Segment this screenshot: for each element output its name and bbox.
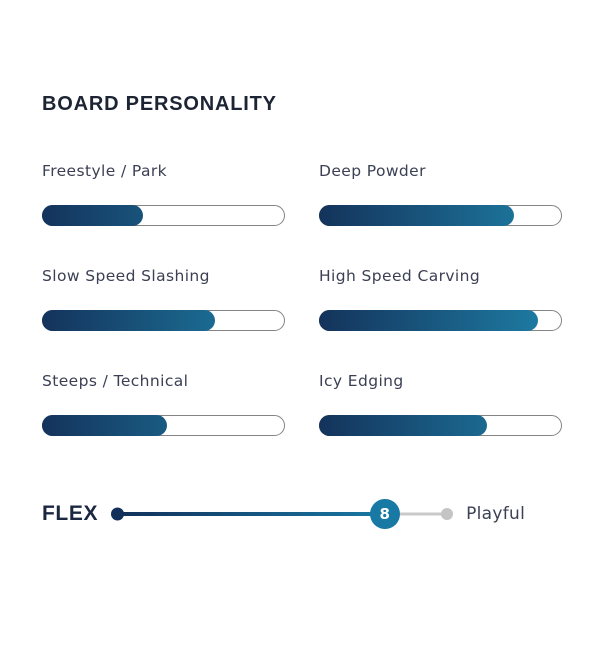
trait-progress-fill [319,205,514,226]
flex-label: FLEX [42,502,99,525]
slider-remaining-line [384,512,448,516]
flex-section: FLEX 8 Playful [42,497,562,531]
trait-progress-track [42,310,285,331]
trait-progress-fill [319,415,488,436]
trait-item: Steeps / Technical [42,372,285,436]
trait-item: Freestyle / Park [42,162,285,226]
traits-grid: Freestyle / Park Deep Powder Slow Speed … [42,162,562,436]
flex-slider-knob[interactable]: 8 [369,499,400,529]
trait-label: Steeps / Technical [42,372,189,390]
trait-progress-track [319,415,562,436]
flex-slider[interactable]: 8 [111,497,454,531]
trait-label: Freestyle / Park [42,162,168,180]
trait-item: Deep Powder [319,162,562,226]
trait-label: Deep Powder [319,162,426,180]
trait-progress-track [319,310,562,331]
trait-progress-track [42,205,285,226]
trait-progress-fill [42,310,216,331]
trait-item: Slow Speed Slashing [42,267,285,331]
trait-progress-fill [319,310,538,331]
trait-progress-track [319,205,562,226]
trait-progress-fill [42,415,167,436]
slider-end-dot-icon [441,508,454,520]
slider-filled-line [117,512,385,516]
trait-item: High Speed Carving [319,267,562,331]
trait-item: Icy Edging [319,372,562,436]
board-personality-section: BOARD PERSONALITY Freestyle / Park Deep … [42,93,562,531]
page-title: BOARD PERSONALITY [42,93,277,115]
flex-value: 8 [379,505,390,523]
trait-label: Slow Speed Slashing [42,267,210,285]
flex-descriptor: Playful [466,504,526,524]
trait-progress-track [42,415,285,436]
trait-progress-fill [42,205,143,226]
trait-label: Icy Edging [319,372,404,390]
trait-label: High Speed Carving [319,267,481,285]
